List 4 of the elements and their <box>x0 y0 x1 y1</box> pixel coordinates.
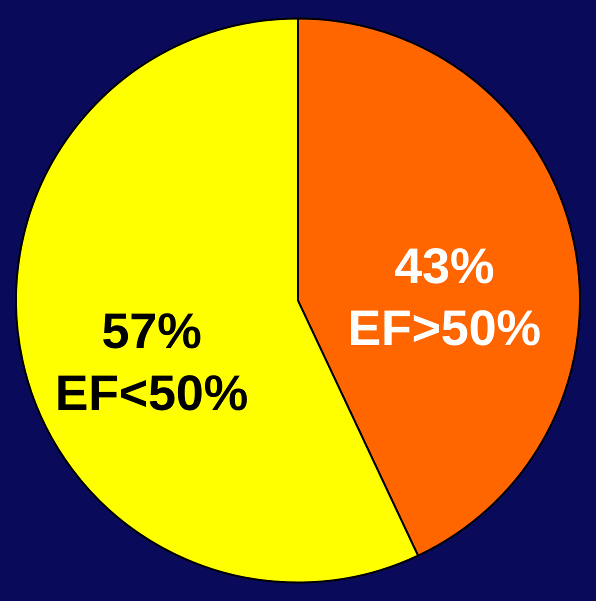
data-label: 43% <box>394 238 494 294</box>
slice-label: EF<50% <box>55 365 248 422</box>
slice-label: EF>50% <box>348 300 541 356</box>
data-label: 57% <box>102 303 202 360</box>
